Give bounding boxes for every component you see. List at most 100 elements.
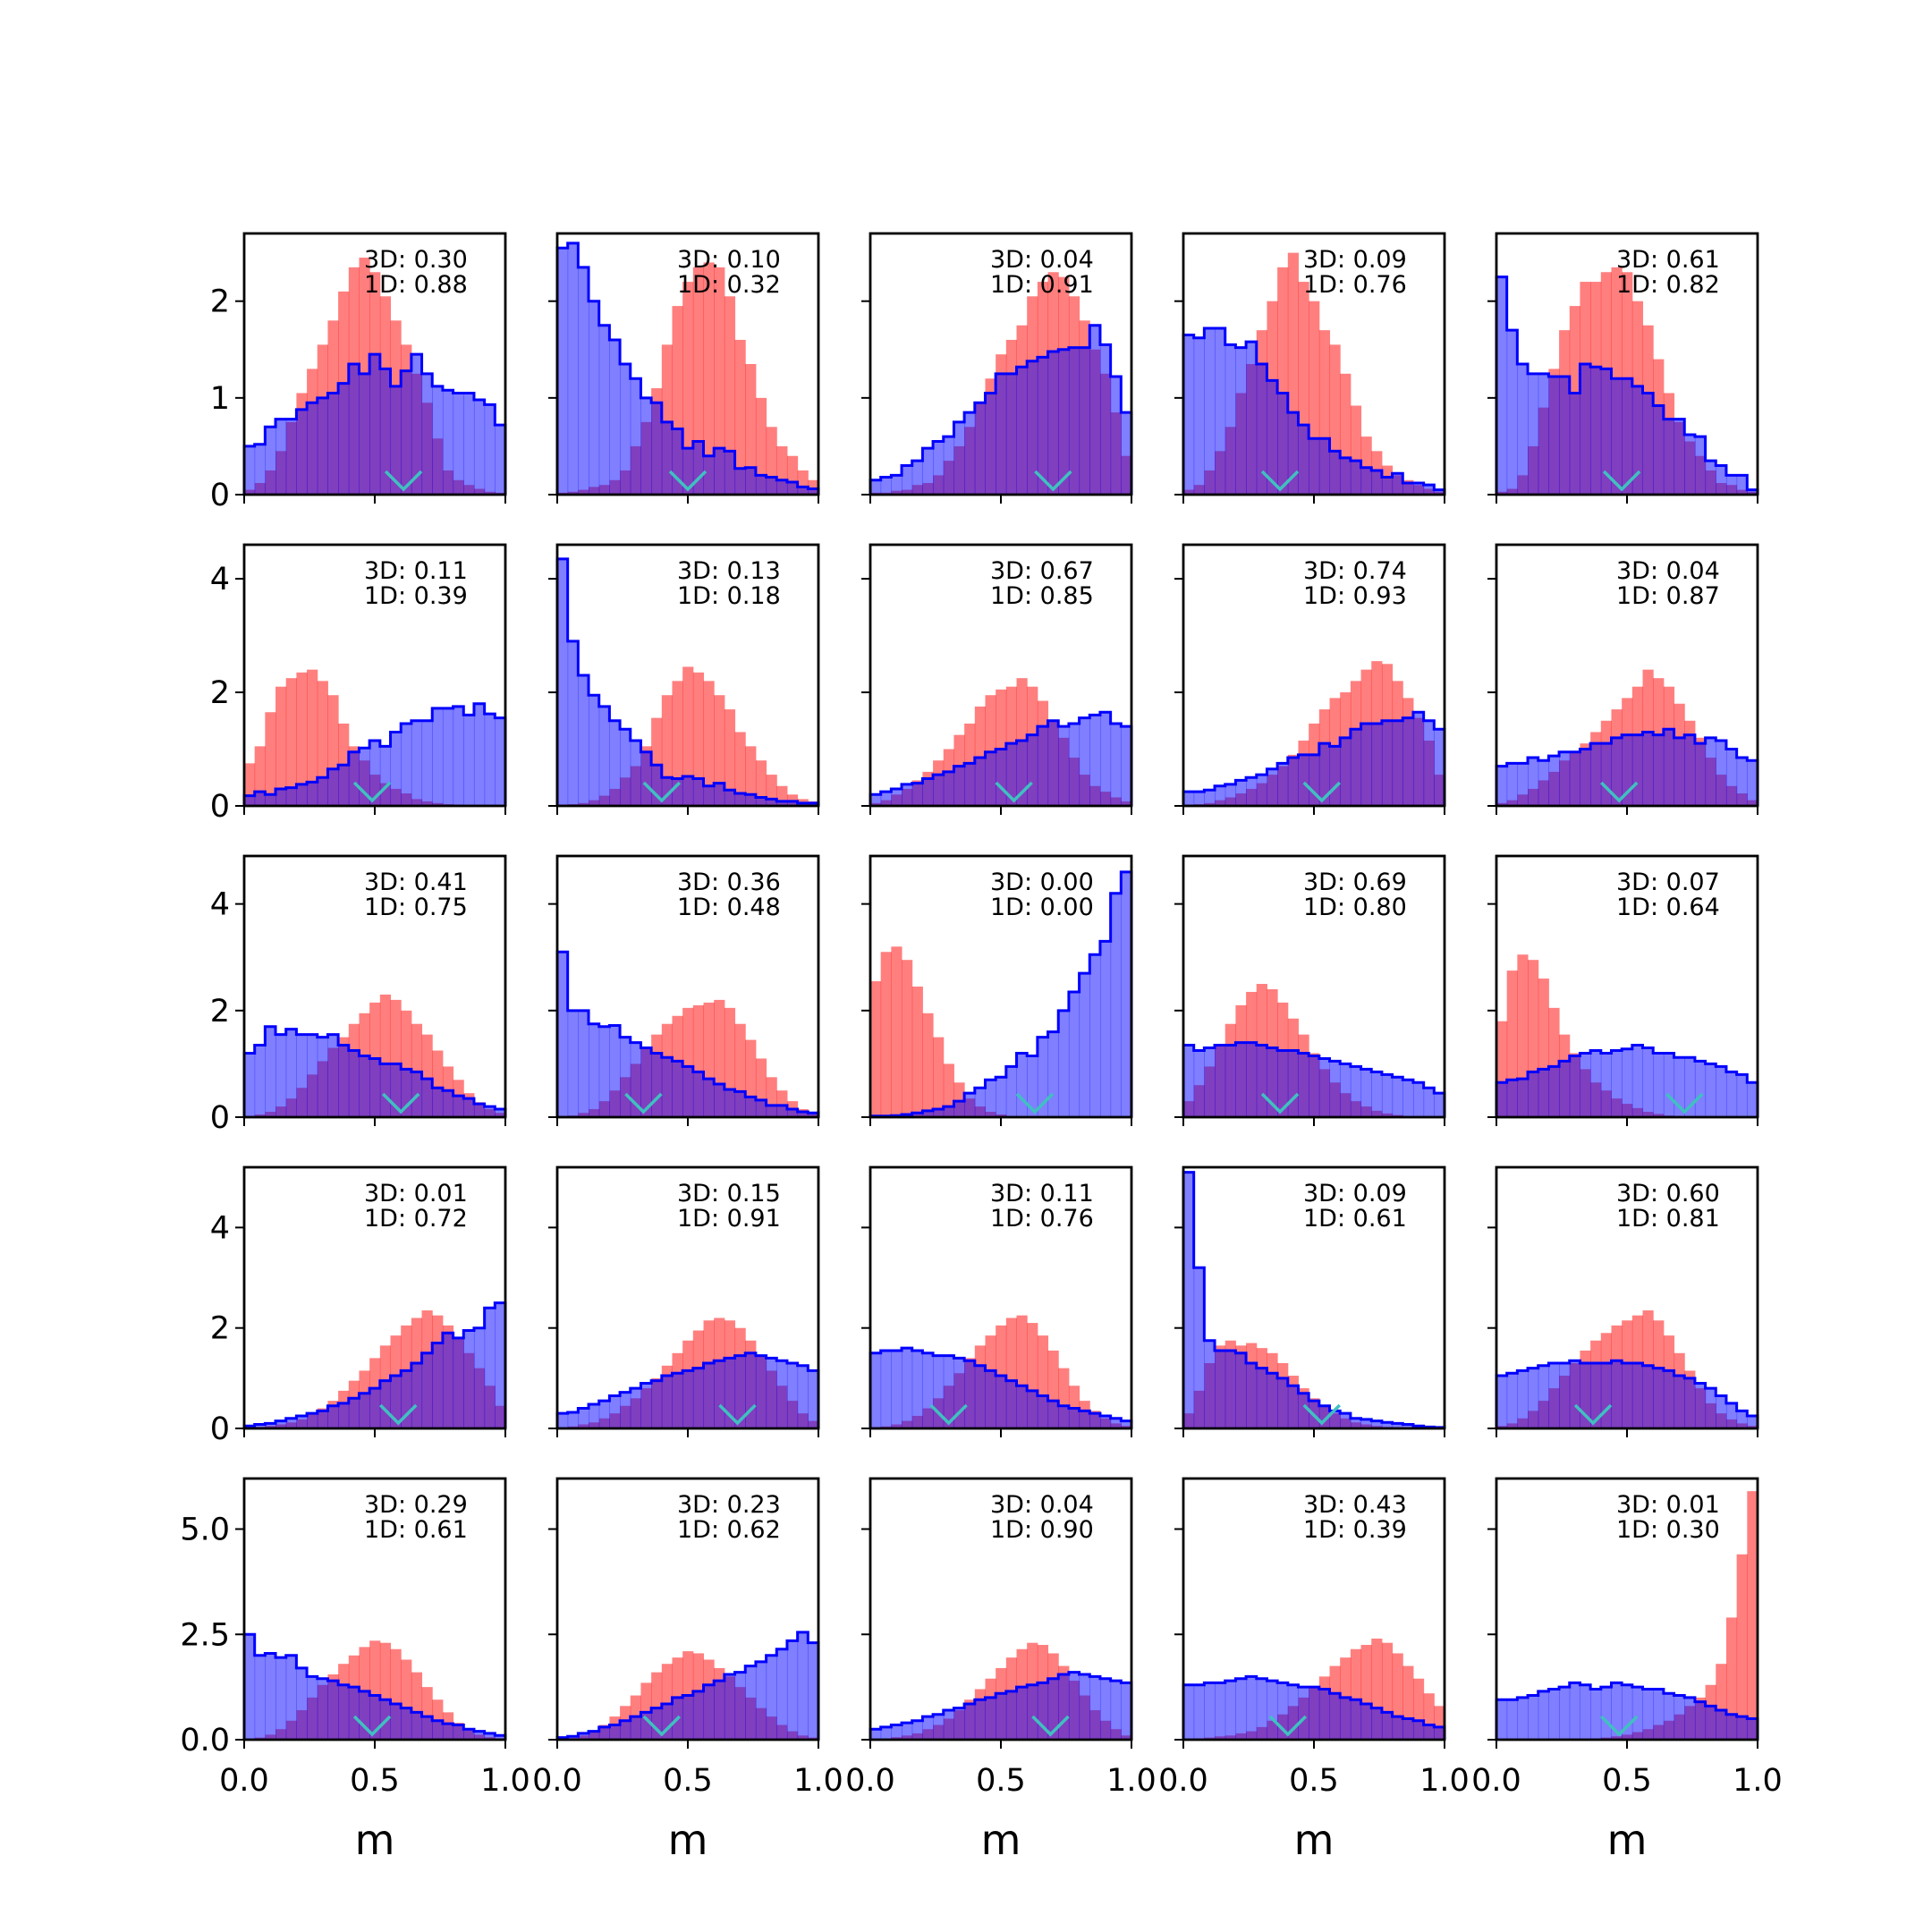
blue-bar — [1580, 1684, 1591, 1740]
blue-bar — [964, 1703, 976, 1740]
blue-bar — [1506, 1080, 1518, 1117]
blue-bar — [745, 1097, 757, 1117]
blue-bar — [1058, 349, 1070, 495]
blue-bar — [1747, 1415, 1758, 1428]
blue-bar — [922, 1352, 934, 1428]
blue-bar — [484, 404, 496, 495]
blue-bar — [1193, 1267, 1205, 1428]
blue-bar — [1235, 780, 1247, 806]
blue-bar — [776, 1105, 788, 1117]
blue-bar — [1663, 1370, 1675, 1428]
annotation-3d: 3D: 0.04 — [990, 1491, 1094, 1519]
y-tick-label: 2.5 — [180, 1617, 230, 1653]
blue-bar — [943, 1710, 954, 1740]
blue-bar — [724, 1089, 736, 1117]
blue-bar — [933, 441, 945, 495]
blue-bar — [1642, 1365, 1654, 1428]
blue-bar — [1590, 1050, 1602, 1117]
blue-bar — [1246, 1363, 1258, 1428]
annotation-1d: 1D: 0.88 — [364, 271, 468, 299]
blue-bar — [902, 1348, 913, 1428]
blue-bar — [1318, 1689, 1331, 1740]
blue-bar — [1506, 763, 1518, 806]
x-tick-label: 1.0 — [793, 1763, 843, 1799]
blue-bar — [1110, 1681, 1122, 1740]
blue-bar — [1392, 1077, 1403, 1117]
marker-v — [642, 781, 682, 803]
blue-bar — [1340, 457, 1352, 495]
blue-bar — [1329, 1061, 1341, 1117]
blue-bar — [1079, 1411, 1090, 1428]
blue-bar — [1204, 327, 1216, 495]
blue-bar — [640, 1047, 652, 1117]
blue-bar — [1267, 1373, 1278, 1428]
y-tick-label: 0 — [210, 1100, 230, 1136]
blue-bar — [1298, 425, 1309, 495]
annotation-1d: 1D: 0.93 — [1303, 582, 1407, 610]
blue-bar — [922, 1110, 934, 1117]
blue-bar — [1653, 405, 1665, 495]
blue-bar — [1423, 1088, 1435, 1117]
blue-bar — [1580, 364, 1591, 495]
annotation-1d: 1D: 0.90 — [990, 1516, 1094, 1544]
blue-bar — [1705, 1063, 1716, 1117]
blue-bar — [1099, 941, 1112, 1117]
blue-bar — [473, 1731, 486, 1740]
blue-bar — [1360, 1069, 1372, 1117]
blue-bar — [1005, 1690, 1018, 1740]
blue-bar — [1360, 467, 1372, 495]
blue-bar — [922, 448, 934, 495]
x-tick-label: 0.0 — [532, 1763, 582, 1799]
blue-bar — [421, 1352, 433, 1428]
blue-bar — [1350, 1418, 1362, 1428]
blue-bar — [1538, 1690, 1549, 1740]
blue-bar — [734, 468, 746, 495]
blue-bar — [1548, 1689, 1560, 1740]
blue-bar — [1622, 378, 1633, 495]
marker-v — [352, 1715, 392, 1737]
red-bar — [745, 746, 757, 806]
blue-bar — [1058, 1405, 1070, 1428]
red-bar — [285, 678, 297, 806]
blue-bar — [1037, 726, 1049, 806]
blue-bar — [1246, 1042, 1258, 1117]
blue-bar — [1736, 475, 1748, 495]
blue-bar — [1267, 1681, 1278, 1740]
blue-bar — [1224, 1045, 1236, 1117]
blue-bar — [578, 1408, 589, 1428]
blue-bar — [1204, 1682, 1216, 1740]
marker-v — [1260, 1092, 1300, 1114]
blue-bar — [1600, 1053, 1612, 1117]
blue-bar — [943, 771, 954, 806]
blue-bar — [557, 1413, 569, 1428]
blue-bar — [1548, 377, 1560, 495]
blue-bar — [1402, 1080, 1414, 1117]
blue-bar — [1277, 1377, 1289, 1428]
blue-bar — [390, 1376, 402, 1428]
blue-bar — [1538, 373, 1549, 495]
blue-bar — [327, 1405, 339, 1428]
blue-bar — [1674, 737, 1685, 806]
blue-bar — [651, 1380, 663, 1428]
x-axis-label: m — [355, 1816, 395, 1864]
blue-bar — [1402, 483, 1414, 495]
blue-bar — [495, 425, 506, 495]
blue-bar — [964, 763, 976, 806]
blue-bar — [964, 1093, 976, 1117]
blue-bar — [640, 397, 652, 495]
marker-v — [1602, 470, 1641, 492]
blue-bar — [996, 1376, 1007, 1428]
blue-bar — [776, 1648, 788, 1740]
blue-bar — [1350, 1699, 1362, 1740]
blue-bar — [557, 248, 569, 495]
blue-bar — [755, 797, 767, 806]
blue-bar — [1631, 734, 1644, 806]
blue-bar — [953, 766, 965, 806]
blue-bar — [1392, 1423, 1403, 1428]
blue-bar — [1371, 470, 1383, 495]
blue-bar — [567, 640, 579, 806]
blue-bar — [254, 1045, 266, 1117]
annotation-1d: 1D: 0.00 — [990, 894, 1094, 921]
blue-bar — [1528, 1695, 1539, 1740]
